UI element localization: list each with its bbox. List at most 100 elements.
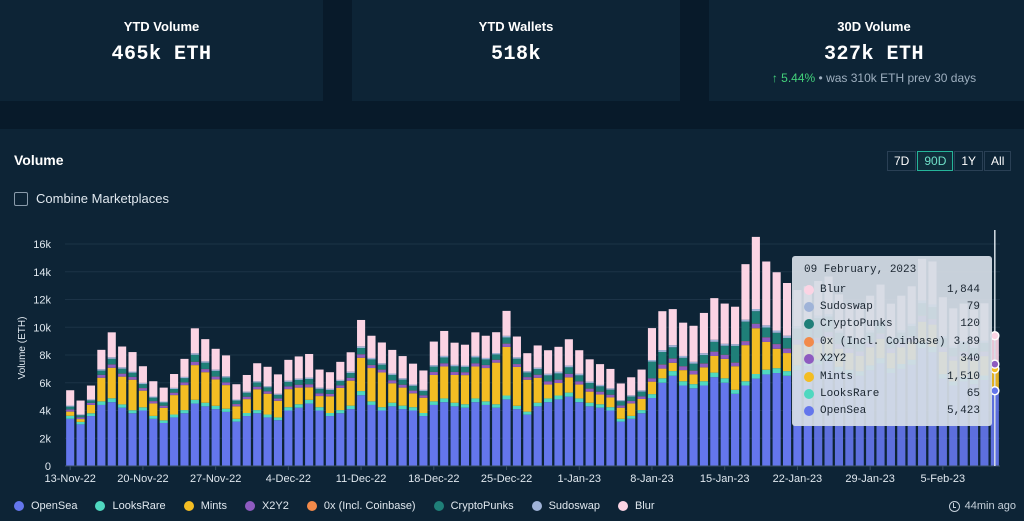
bar-segment bbox=[647, 328, 657, 361]
tooltip-series-name: OpenSea bbox=[820, 405, 867, 418]
ytd-volume-value: 465k ETH bbox=[111, 43, 212, 66]
bar-segment bbox=[253, 363, 262, 382]
bar-segment bbox=[253, 413, 262, 466]
x-tick-label: 27-Nov-22 bbox=[190, 473, 241, 485]
ytd-volume-label: YTD Volume bbox=[123, 19, 200, 34]
bar-segment bbox=[357, 346, 366, 348]
bar-segment bbox=[325, 396, 334, 413]
bar-segment bbox=[689, 361, 698, 364]
bar-segment bbox=[367, 359, 376, 365]
legend-dot bbox=[306, 501, 317, 511]
legend-item[interactable]: LooksRare bbox=[95, 500, 166, 512]
bar-segment bbox=[679, 385, 688, 466]
bar-segment bbox=[668, 345, 677, 348]
bar-segment bbox=[512, 336, 521, 358]
bar-segment bbox=[481, 359, 490, 365]
bar-segment bbox=[616, 421, 625, 466]
bar-segment bbox=[699, 385, 708, 466]
bar-segment bbox=[398, 387, 407, 406]
bar-segment bbox=[523, 379, 532, 412]
bar-segment bbox=[440, 357, 449, 364]
bar-segment bbox=[689, 363, 698, 371]
bar-segment bbox=[471, 355, 480, 358]
combine-marketplaces-toggle[interactable]: Combine Marketplaces bbox=[14, 191, 169, 206]
bar-segment bbox=[325, 412, 334, 417]
legend-item[interactable]: OpenSea bbox=[14, 500, 77, 512]
bar-segment bbox=[731, 306, 740, 345]
bar-segment bbox=[450, 342, 459, 365]
x-tick-label: 29-Jan-23 bbox=[845, 473, 895, 485]
bar-segment bbox=[731, 389, 740, 394]
bar-segment bbox=[502, 310, 511, 336]
bar-segment bbox=[128, 377, 137, 380]
bar-segment bbox=[118, 368, 127, 374]
bar-segment bbox=[180, 385, 189, 411]
legend-item[interactable]: Blur bbox=[617, 500, 655, 512]
range-90d-button[interactable]: 90D bbox=[917, 151, 954, 171]
bar-segment bbox=[242, 412, 251, 417]
bar-segment bbox=[492, 404, 501, 408]
legend-item[interactable]: Sudoswap bbox=[531, 500, 600, 512]
bar-segment bbox=[585, 402, 594, 407]
range-7d-button[interactable]: 7D bbox=[887, 151, 917, 171]
tooltip-series-dot bbox=[804, 406, 814, 417]
bar-segment bbox=[647, 378, 657, 382]
bar-segment bbox=[481, 365, 490, 369]
bar-segment bbox=[679, 357, 688, 367]
bar-segment bbox=[128, 371, 137, 373]
bar-segment bbox=[118, 376, 127, 405]
range-1y-button[interactable]: 1Y bbox=[954, 151, 984, 171]
bar-segment bbox=[377, 410, 386, 466]
bar-segment bbox=[585, 381, 594, 383]
tooltip-series-dot bbox=[804, 319, 814, 330]
bar-segment bbox=[637, 398, 646, 411]
bar-segment bbox=[731, 362, 740, 367]
bar-segment bbox=[440, 330, 449, 356]
combine-label: Combine Marketplaces bbox=[36, 191, 169, 206]
clock-icon bbox=[948, 500, 960, 512]
bar-segment bbox=[398, 409, 407, 466]
bar-segment bbox=[533, 402, 542, 407]
legend-item[interactable]: X2Y2 bbox=[244, 500, 289, 512]
legend-item[interactable]: CryptoPunks bbox=[433, 500, 514, 512]
bar-segment bbox=[772, 332, 781, 344]
bar-segment bbox=[170, 414, 179, 418]
bar-segment bbox=[616, 405, 625, 408]
bar-segment bbox=[408, 385, 418, 391]
tooltip-row: CryptoPunks 120 bbox=[804, 316, 980, 333]
bar-segment bbox=[741, 319, 750, 322]
bar-segment bbox=[86, 403, 96, 405]
bar-segment bbox=[762, 337, 771, 342]
bar-segment bbox=[97, 404, 106, 466]
bar-segment bbox=[284, 381, 293, 387]
legend-item[interactable]: 0x (Incl. Coinbase) bbox=[306, 500, 416, 512]
bar-segment bbox=[544, 375, 553, 382]
legend-label: CryptoPunks bbox=[450, 500, 514, 512]
bar-segment bbox=[346, 373, 355, 378]
bar-segment bbox=[180, 382, 189, 386]
bar-segment bbox=[107, 364, 116, 368]
combine-checkbox[interactable] bbox=[14, 191, 28, 206]
bar-segment bbox=[471, 332, 480, 356]
tooltip-series-dot bbox=[804, 302, 814, 313]
bar-segment bbox=[710, 351, 719, 356]
bar-segment bbox=[159, 387, 168, 402]
bar-segment bbox=[782, 371, 792, 376]
bar-segment bbox=[658, 311, 667, 351]
bar-segment bbox=[731, 366, 740, 390]
bar-segment bbox=[86, 416, 96, 466]
legend-item[interactable]: Mints bbox=[183, 500, 227, 512]
bar-segment bbox=[377, 342, 386, 364]
bar-segment bbox=[575, 373, 584, 376]
bar-segment bbox=[118, 404, 127, 408]
range-all-button[interactable]: All bbox=[984, 151, 1012, 171]
bar-segment bbox=[367, 365, 376, 369]
bar-segment bbox=[128, 372, 137, 377]
bar-segment bbox=[138, 410, 147, 466]
bar-segment bbox=[138, 388, 147, 391]
bar-segment bbox=[533, 345, 542, 368]
bar-segment bbox=[751, 328, 760, 375]
bar-segment bbox=[772, 373, 781, 466]
bar-segment bbox=[710, 298, 719, 340]
legend-dot bbox=[95, 501, 106, 511]
